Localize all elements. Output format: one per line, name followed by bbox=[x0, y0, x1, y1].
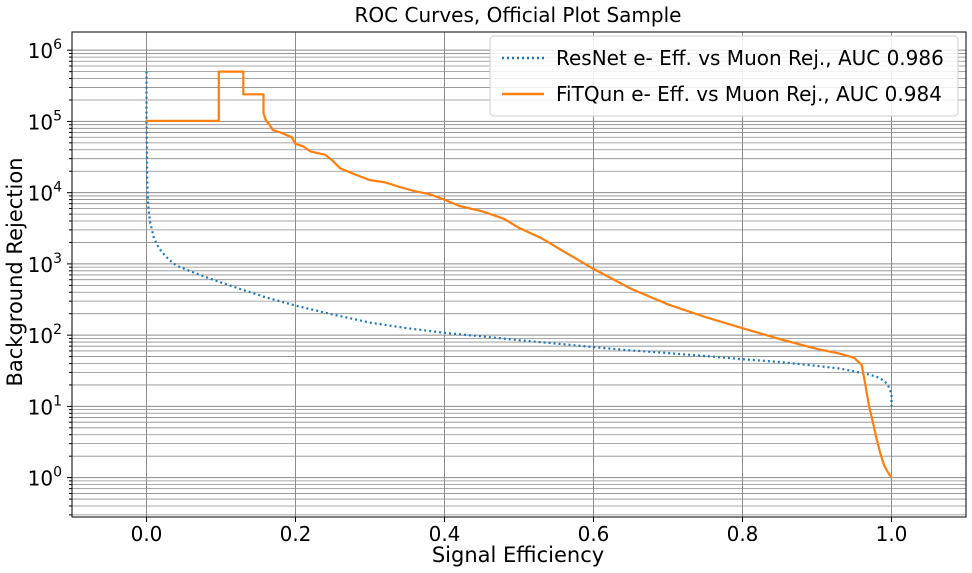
chart-title: ROC Curves, Official Plot Sample bbox=[355, 3, 682, 27]
y-axis-label: Background Rejection bbox=[3, 157, 27, 386]
x-tick-label: 1.0 bbox=[876, 522, 908, 546]
legend: ResNet e- Eff. vs Muon Rej., AUC 0.986 Fi… bbox=[489, 35, 959, 117]
x-tick-label: 0.4 bbox=[429, 522, 461, 546]
legend-label-2: FiTQun e- Eff. vs Muon Rej., AUC 0.984 bbox=[556, 82, 942, 106]
series-group bbox=[145, 70, 893, 479]
y-tick-label: 106 bbox=[28, 37, 62, 63]
x-tick-label: 0.2 bbox=[280, 522, 312, 546]
y-tick-label: 103 bbox=[28, 251, 62, 277]
series-line-2 bbox=[145, 70, 893, 479]
y-tick-label: 101 bbox=[28, 393, 62, 419]
ticks: 0.0 0.2 0.4 0.6 0.8 1.0 100 101 102 103 104 105 106 bbox=[28, 37, 908, 546]
y-tick-label: 102 bbox=[28, 322, 62, 348]
y-tick-label: 105 bbox=[28, 108, 62, 134]
x-axis-label: Signal Efficiency bbox=[432, 543, 604, 567]
x-tick-label: 0.6 bbox=[578, 522, 610, 546]
legend-label-1: ResNet e- Eff. vs Muon Rej., AUC 0.986 bbox=[556, 46, 944, 70]
legend-box bbox=[489, 35, 959, 117]
y-tick-label: 104 bbox=[28, 180, 62, 206]
y-tick-label: 100 bbox=[28, 465, 62, 491]
grid bbox=[72, 32, 966, 517]
x-tick-label: 0.8 bbox=[727, 522, 759, 546]
x-tick-label: 0.0 bbox=[131, 522, 163, 546]
